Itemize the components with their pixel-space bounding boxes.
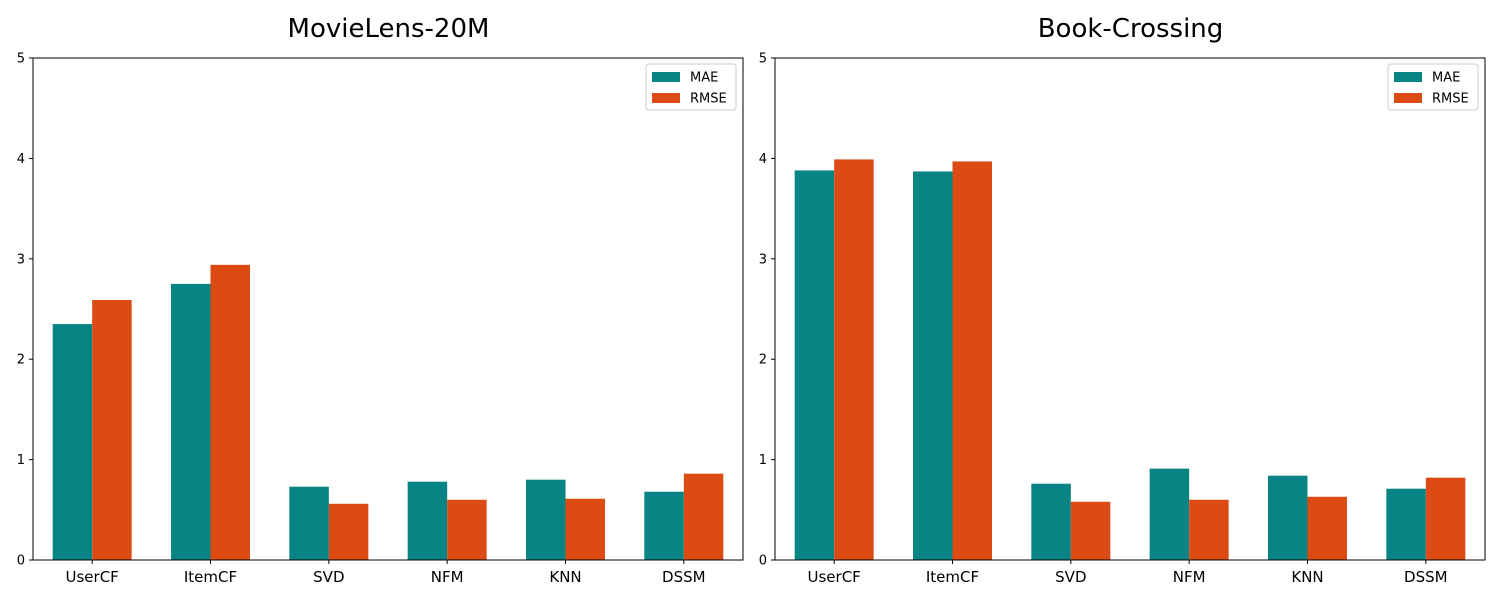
y-tick-label: 4 [17,152,25,167]
bar-mae-knn [526,479,566,560]
x-tick-label: KNN [549,568,581,586]
y-tick-label: 4 [759,152,767,167]
legend-swatch-rmse [652,93,680,103]
x-tick-label: KNN [1291,568,1323,586]
bar-rmse-dssm [1425,477,1466,560]
legend: MAE RMSE [645,63,737,111]
chart-title: MovieLens-20M [288,14,490,44]
y-tick-label: 3 [17,252,25,267]
bar-mae-svd [289,486,329,560]
x-tick-label: SVD [313,568,344,586]
chart-panel-movielens: MovieLens-20M 0 1 2 3 4 5 UserCF ItemCF SVD NFM KN… [17,14,744,586]
y-tick-label: 0 [759,554,767,569]
bar-rmse-itemcf [210,264,250,560]
y-tick-label: 1 [17,453,25,468]
x-tick-label: DSSM [662,568,706,586]
bar-mae-itemcf [171,283,211,560]
bar-mae-usercf [52,324,93,560]
bar-rmse-svd [1070,501,1111,560]
bar-rmse-itemcf [952,161,992,561]
bar-rmse-nfm [1189,499,1229,560]
axes-frame [32,57,744,561]
legend-label-rmse: RMSE [1432,92,1469,107]
y-tick-label: 5 [759,52,767,67]
y-tick-label: 2 [17,353,25,368]
bar-rmse-knn [565,498,605,560]
y-tick-label: 3 [759,252,767,267]
axes-frame [774,57,1486,561]
y-tick-label: 2 [759,353,767,368]
bar-rmse-usercf [834,159,874,561]
bar-rmse-usercf [92,299,132,560]
legend-swatch-mae [652,72,680,82]
x-tick-label: NFM [1173,568,1206,586]
bar-mae-svd [1031,483,1071,560]
bar-mae-dssm [644,491,684,560]
legend-label-mae: MAE [690,71,718,86]
legend-swatch-mae [1394,72,1422,82]
bar-rmse-dssm [683,473,724,560]
bar-mae-knn [1268,475,1308,560]
bar-mae-itemcf [913,171,953,560]
y-tick-label: 0 [17,554,25,569]
bar-rmse-nfm [447,499,487,560]
chart-axes: 0 1 2 3 4 5 UserCF ItemCF SVD NFM KNN DSSM MAE RMSE [17,52,744,586]
x-tick-label: SVD [1055,568,1086,586]
legend-label-mae: MAE [1432,71,1460,86]
legend: MAE RMSE [1387,63,1479,111]
bar-mae-usercf [794,170,835,560]
x-tick-label: UserCF [808,568,861,586]
legend-label-rmse: RMSE [690,92,727,107]
bar-mae-nfm [407,481,448,560]
x-tick-label: DSSM [1404,568,1448,586]
chart-panel-bookcrossing: Book-Crossing 0 1 2 3 4 5 UserCF ItemCF SVD NFM KN… [759,14,1486,586]
x-tick-label: ItemCF [926,568,979,586]
x-tick-label: ItemCF [184,568,237,586]
x-tick-label: NFM [431,568,464,586]
legend-swatch-rmse [1394,93,1422,103]
y-tick-label: 5 [17,52,25,67]
bar-mae-nfm [1149,468,1190,560]
bar-rmse-knn [1307,496,1347,560]
x-tick-label: UserCF [66,568,119,586]
chart-title: Book-Crossing [1038,14,1224,44]
bar-rmse-svd [328,503,369,560]
chart-axes: 0 1 2 3 4 5 UserCF ItemCF SVD NFM KNN DSSM MAE RMSE [759,52,1486,586]
bar-mae-dssm [1386,488,1426,560]
y-tick-label: 1 [759,453,767,468]
